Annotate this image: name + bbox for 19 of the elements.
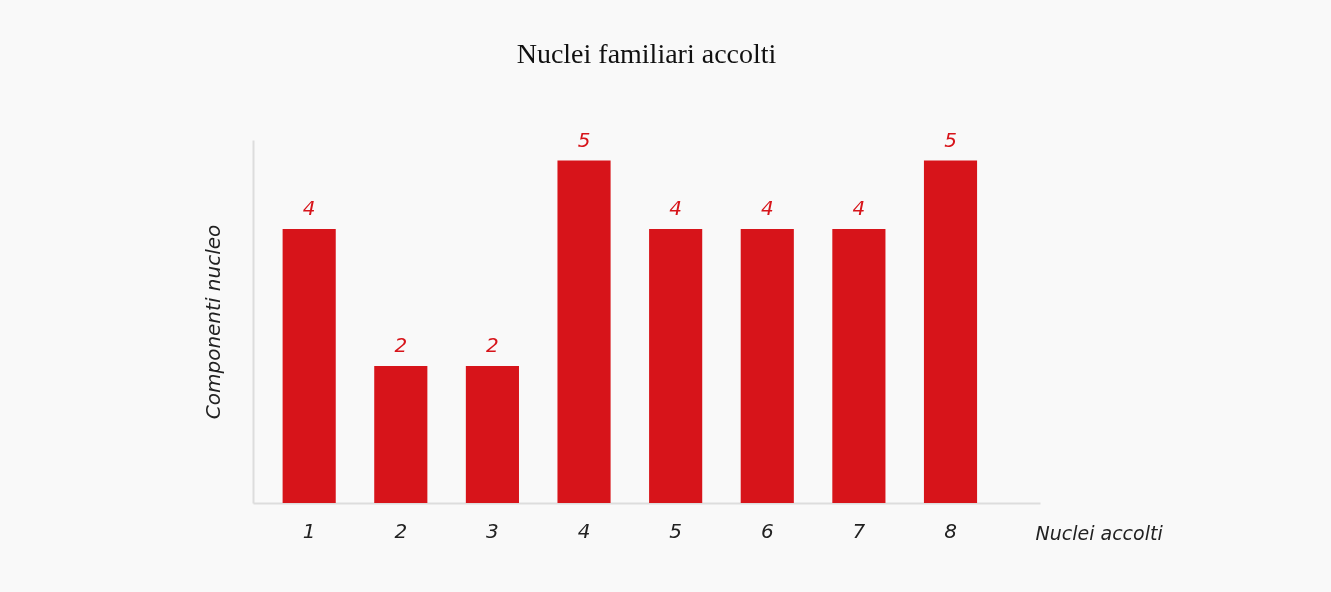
data-label: 2 xyxy=(486,333,499,358)
x-tick-label: 3 xyxy=(486,518,499,543)
data-label: 2 xyxy=(394,333,408,358)
y-axis-title: Componenti nucleo xyxy=(200,224,225,420)
x-tick-label: 4 xyxy=(577,518,591,543)
x-tick-label: 7 xyxy=(852,518,866,543)
data-label: 4 xyxy=(669,196,683,221)
x-tick-label: 6 xyxy=(760,518,774,543)
data-label: 4 xyxy=(760,196,774,221)
data-label: 5 xyxy=(577,127,591,152)
data-label: 5 xyxy=(944,127,957,152)
x-tick-label: 1 xyxy=(302,518,316,543)
x-tick-label: 8 xyxy=(944,518,957,543)
data-label: 4 xyxy=(302,196,316,221)
chart-title: Nuclei familiari accolti xyxy=(516,37,777,69)
data-label: 4 xyxy=(852,196,866,221)
x-axis-title: Nuclei accolti xyxy=(1035,521,1164,544)
x-tick-label: 5 xyxy=(669,518,683,543)
x-tick-label: 2 xyxy=(394,518,408,543)
